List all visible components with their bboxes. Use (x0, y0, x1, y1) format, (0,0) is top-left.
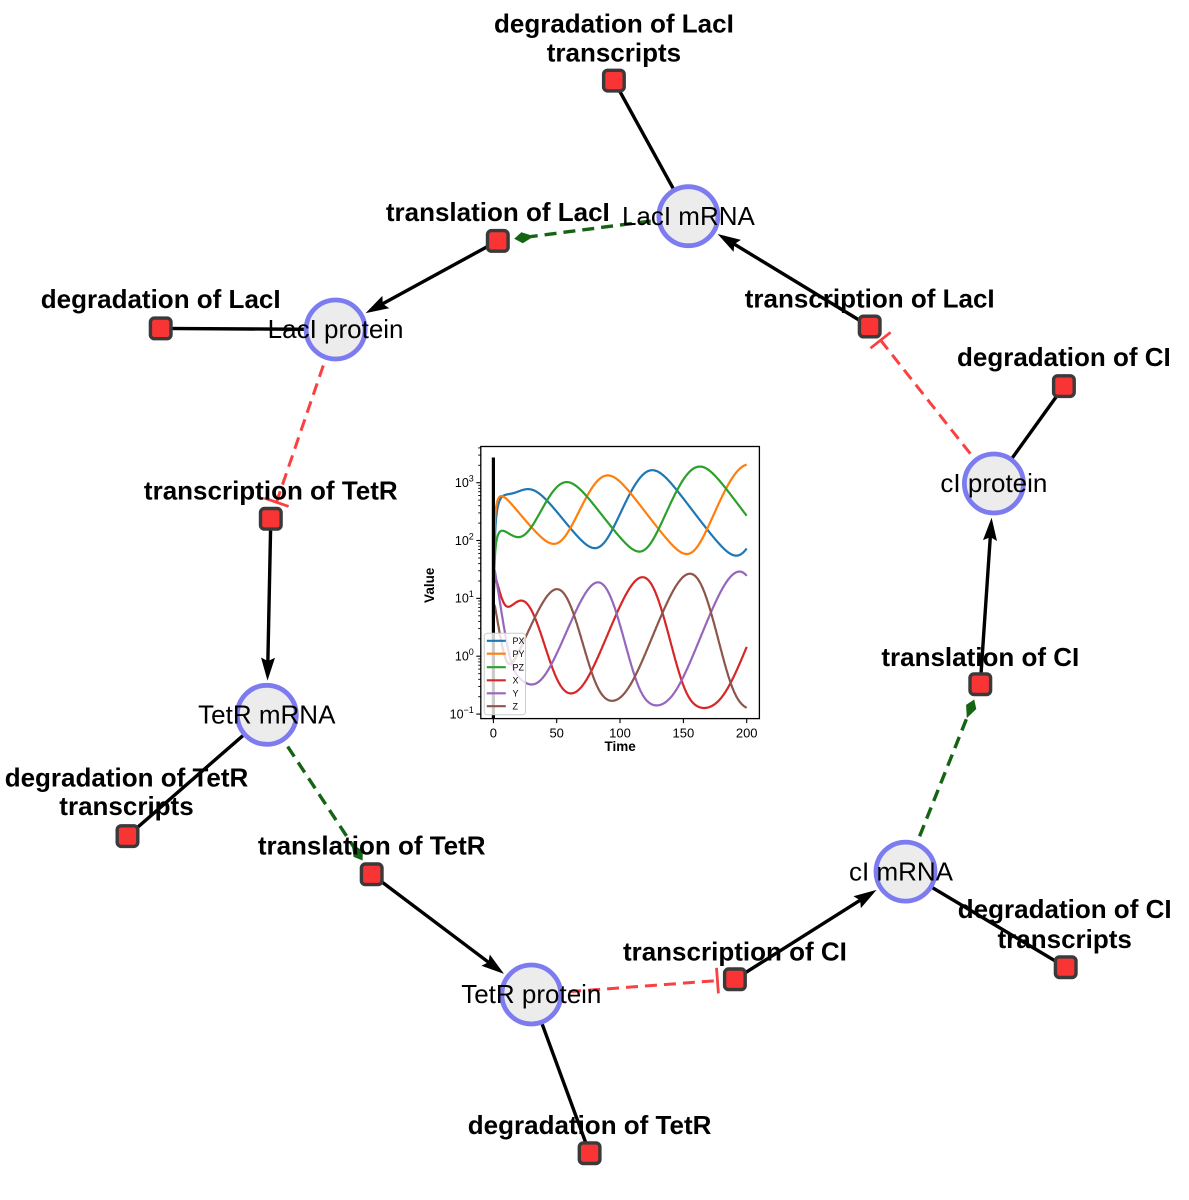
svg-text:PZ: PZ (513, 663, 525, 673)
svg-text:Value: Value (422, 567, 437, 603)
svg-text:150: 150 (673, 725, 695, 740)
svg-text:transcription of CI: transcription of CI (623, 936, 847, 966)
svg-text:Z: Z (513, 702, 519, 712)
svg-text:Time: Time (604, 739, 636, 754)
svg-text:cI mRNA: cI mRNA (849, 856, 954, 886)
svg-text:LacI protein: LacI protein (268, 314, 404, 344)
svg-text:transcripts: transcripts (59, 791, 193, 821)
svg-text:X: X (513, 676, 519, 686)
svg-text:PY: PY (513, 649, 525, 659)
svg-text:transcription of TetR: transcription of TetR (144, 476, 398, 506)
svg-text:degradation of LacI: degradation of LacI (41, 284, 281, 314)
svg-text:LacI mRNA: LacI mRNA (622, 201, 756, 231)
svg-text:degradation of TetR: degradation of TetR (468, 1110, 712, 1140)
svg-text:100: 100 (609, 725, 631, 740)
svg-text:TetR mRNA: TetR mRNA (198, 700, 336, 730)
svg-text:degradation of TetR: degradation of TetR (5, 763, 249, 793)
svg-text:transcripts: transcripts (547, 38, 681, 68)
svg-text:cI protein: cI protein (940, 468, 1047, 498)
svg-text:degradation of LacI: degradation of LacI (494, 9, 734, 39)
svg-text:200: 200 (736, 725, 758, 740)
svg-text:degradation of CI: degradation of CI (958, 894, 1172, 924)
svg-text:TetR protein: TetR protein (461, 979, 601, 1009)
svg-text:0: 0 (490, 725, 497, 740)
svg-text:transcripts: transcripts (998, 924, 1132, 954)
svg-text:transcription of LacI: transcription of LacI (745, 284, 995, 314)
svg-text:50: 50 (549, 725, 563, 740)
svg-text:Y: Y (513, 689, 519, 699)
svg-text:degradation of CI: degradation of CI (957, 342, 1171, 372)
svg-text:translation of LacI: translation of LacI (386, 197, 610, 227)
svg-text:translation of TetR: translation of TetR (258, 830, 486, 860)
svg-text:PX: PX (513, 636, 525, 646)
svg-text:translation of CI: translation of CI (881, 642, 1079, 672)
